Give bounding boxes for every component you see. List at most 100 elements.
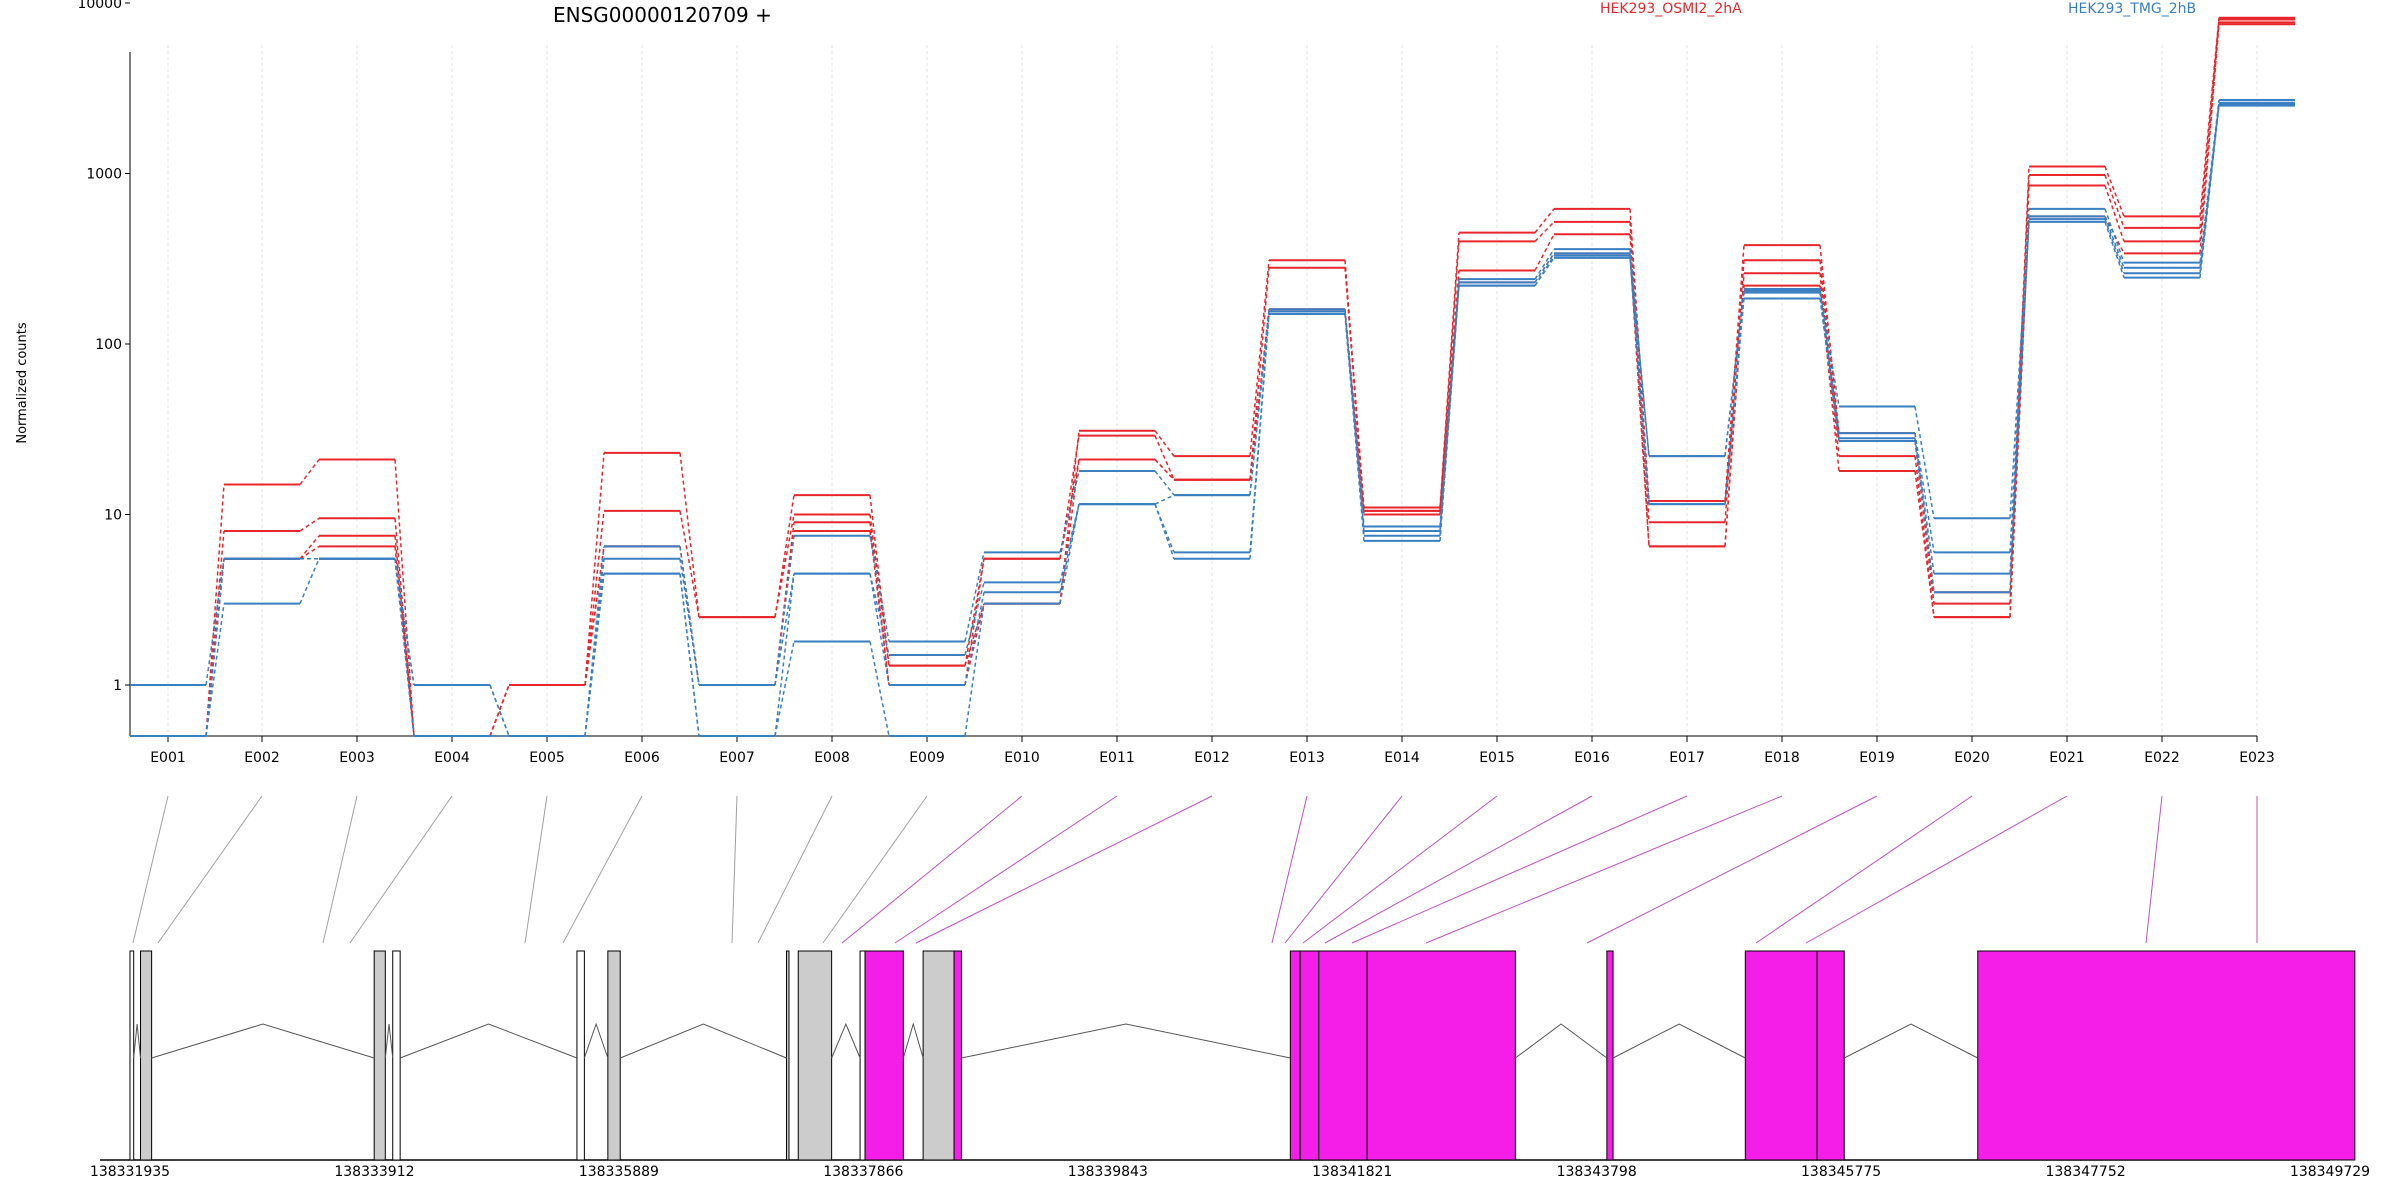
transition-segment	[489, 684, 510, 737]
transition-segment	[299, 558, 320, 604]
intron-line	[1515, 1023, 1608, 1059]
transition-segment	[2009, 208, 2030, 519]
y-tick-label: 1	[113, 678, 122, 694]
transition-segment	[869, 535, 890, 642]
transition-segment	[1819, 298, 1840, 442]
genomic-tick-label: 138331935	[90, 1164, 170, 1180]
genomic-tick-label: 138333912	[334, 1164, 414, 1180]
transition-segment	[205, 558, 225, 737]
transition-segment	[489, 684, 510, 737]
exon-block	[373, 950, 386, 1161]
exon-block	[1366, 950, 1516, 1161]
legend-series-osmi: HEK293_OSMI2_2hA	[1600, 1, 1742, 17]
transition-segment	[869, 641, 890, 737]
y-axis-label: Normalized counts	[15, 322, 30, 444]
transition-segment	[2104, 216, 2125, 269]
transition-segment	[1914, 456, 1935, 618]
transition-segment	[1249, 311, 1270, 496]
connector-E011	[894, 795, 1118, 944]
connector-E001	[132, 795, 169, 944]
transition-segment	[1819, 292, 1840, 439]
genomic-tick-label: 138341821	[1312, 1164, 1392, 1180]
x-tick-label: E014	[1384, 750, 1420, 766]
connector-E013	[1271, 795, 1308, 944]
exon-block	[392, 950, 401, 1161]
exon-block	[1606, 950, 1614, 1161]
x-tick-label: E003	[339, 750, 375, 766]
transition-segment	[1534, 248, 1555, 280]
transition-segment	[1914, 433, 1935, 553]
intron-line	[384, 1023, 394, 1059]
x-tick-label: E006	[624, 750, 660, 766]
transition-segment	[1629, 253, 1650, 457]
exon-block	[140, 950, 153, 1161]
exon-block	[1744, 950, 1818, 1161]
transition-segment	[679, 558, 700, 686]
intron-line	[961, 1023, 1291, 1059]
legend-series-tmg: HEK293_TMG_2hB	[2068, 1, 2196, 17]
transition-segment	[1154, 435, 1175, 480]
x-tick-label: E008	[814, 750, 850, 766]
transition-segment	[584, 546, 605, 686]
transition-segment	[964, 603, 985, 666]
transition-segment	[1154, 470, 1175, 496]
x-tick-label: E005	[529, 750, 565, 766]
transition-segment	[1154, 494, 1175, 505]
transition-segment	[774, 573, 795, 686]
transition-segment	[1629, 257, 1650, 505]
exon-connectors	[132, 795, 2258, 944]
intron-line	[902, 1022, 924, 1059]
connector-E021	[1805, 795, 2068, 944]
genomic-tick-label: 138343798	[1557, 1164, 1637, 1180]
transition-segment	[1819, 260, 1840, 442]
connector-E004	[349, 795, 453, 944]
transition-segment	[205, 558, 225, 686]
series-tmg-sample-4	[130, 104, 2295, 737]
transition-segment	[774, 573, 795, 737]
transition-segment	[205, 558, 225, 737]
exon-block	[922, 950, 955, 1161]
transition-segment	[1249, 313, 1270, 559]
gridlines	[167, 45, 2258, 736]
connector-E018	[1425, 795, 1783, 944]
transition-segment	[869, 530, 890, 686]
transition-segment	[1439, 270, 1460, 511]
transition-segment	[394, 558, 415, 686]
exon-block	[129, 950, 135, 1161]
transition-segment	[2199, 104, 2220, 274]
exon-block	[864, 950, 904, 1161]
transition-segment	[1914, 406, 1935, 519]
genomic-tick-label: 138347752	[2045, 1164, 2125, 1180]
transition-segment	[1344, 313, 1365, 541]
x-tick-label: E013	[1289, 750, 1325, 766]
exon-block	[1977, 950, 2356, 1161]
connector-E010	[841, 795, 1023, 944]
transition-segment	[1344, 267, 1365, 511]
exon-block	[576, 950, 585, 1161]
transition-segment	[774, 522, 795, 686]
transition-segment	[679, 573, 700, 737]
intron-line	[1844, 1023, 1978, 1059]
transition-segment	[1534, 252, 1555, 283]
transition-segment	[1059, 503, 1080, 593]
transition-segment	[1249, 260, 1270, 457]
intron-line	[620, 1023, 787, 1059]
x-tick-label: E019	[1859, 750, 1895, 766]
intron-line	[583, 1022, 609, 1059]
intron-line	[133, 1023, 142, 1059]
transition-segment	[964, 592, 985, 686]
exon-block	[786, 950, 790, 1161]
connector-E009	[822, 795, 928, 944]
exon-block	[1318, 950, 1368, 1161]
genomic-tick-label: 138349729	[2290, 1164, 2370, 1180]
transition-segment	[1914, 440, 1935, 593]
connector-E016	[1324, 795, 1593, 944]
x-tick-label: E011	[1099, 750, 1135, 766]
transition-segment	[1534, 257, 1555, 287]
x-tick-label: E001	[150, 750, 186, 766]
transition-segment	[1914, 440, 1935, 604]
transition-segment	[2199, 22, 2220, 242]
connector-E008	[757, 795, 833, 944]
x-tick-label: E004	[434, 750, 470, 766]
